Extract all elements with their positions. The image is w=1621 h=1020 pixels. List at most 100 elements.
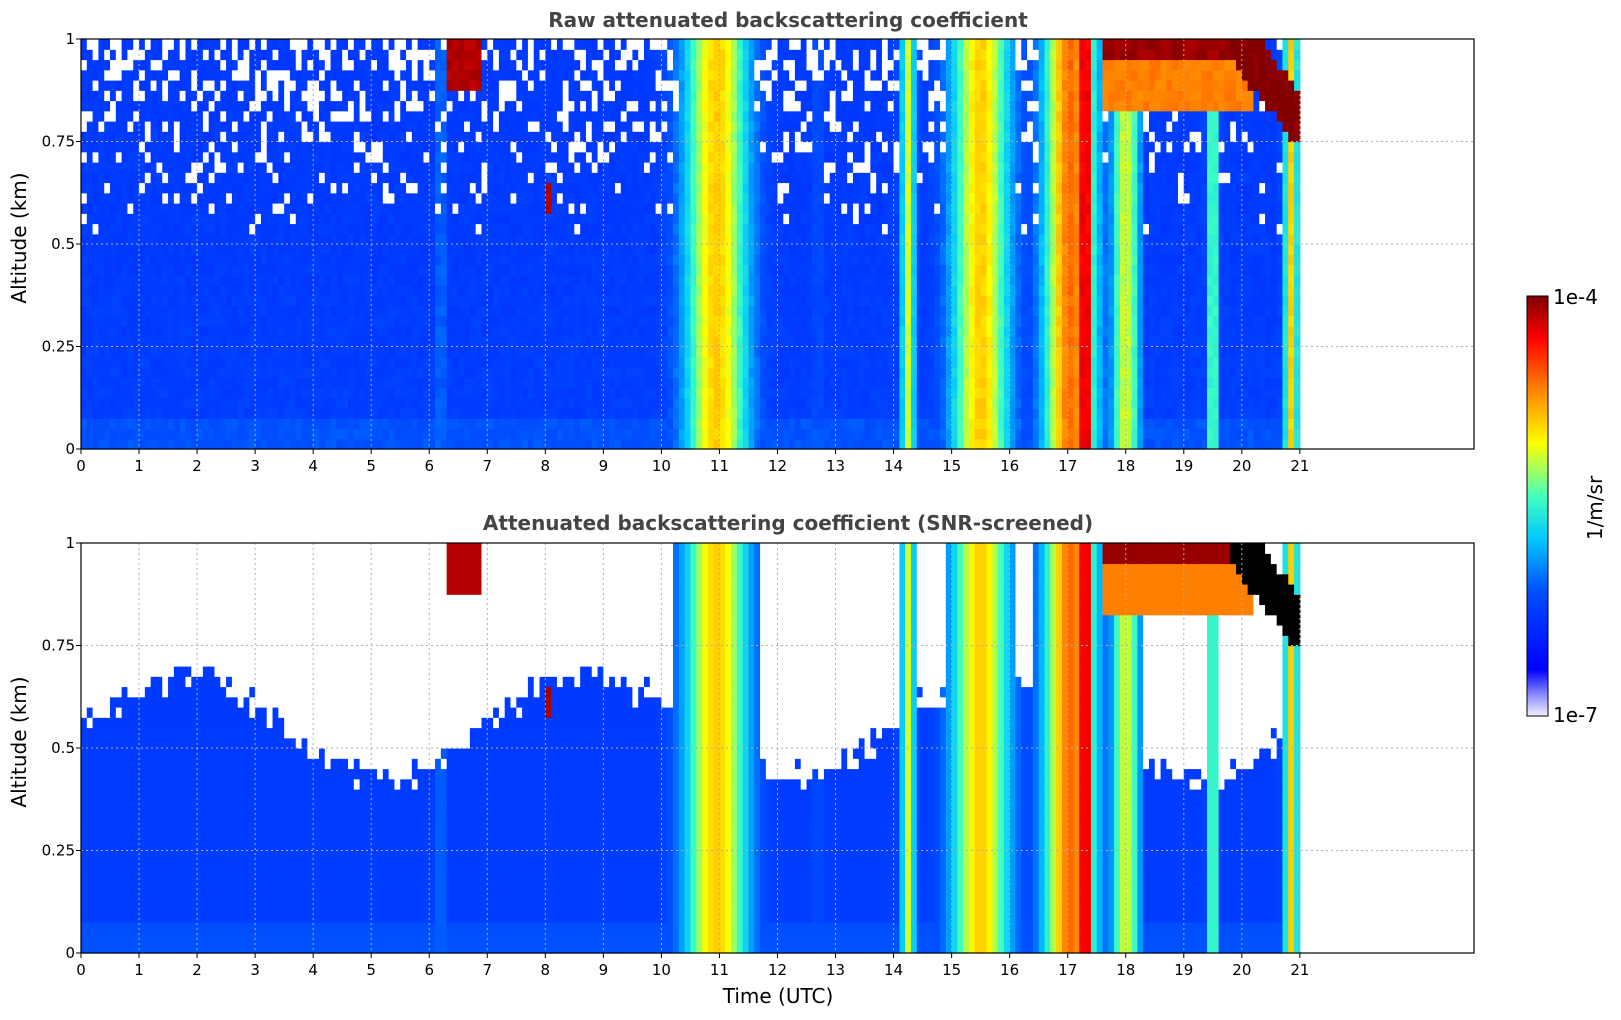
heatmap-cell <box>266 223 274 235</box>
heatmap-cell <box>527 346 535 358</box>
heatmap-cell <box>498 59 506 71</box>
heatmap-cell <box>504 131 512 143</box>
heatmap-cell <box>690 59 697 71</box>
heatmap-cell <box>440 223 448 235</box>
heatmap-cell <box>678 397 686 409</box>
heatmap-cell <box>191 213 198 225</box>
heatmap-cell <box>498 254 506 266</box>
heatmap-cell <box>324 80 332 91</box>
heatmap-cell <box>620 49 628 61</box>
heatmap-cell <box>347 428 355 440</box>
heatmap-cell <box>661 80 668 91</box>
heatmap-cell <box>330 59 337 71</box>
heatmap-cell <box>179 387 187 399</box>
heatmap-cell <box>667 274 674 286</box>
heatmap-cell <box>644 315 651 327</box>
heatmap-cell <box>527 203 535 214</box>
heatmap-cell <box>719 418 726 430</box>
heatmap-cell <box>394 59 401 71</box>
heatmap-cell <box>754 285 761 296</box>
heatmap-cell <box>777 356 784 368</box>
heatmap-cell <box>284 121 291 132</box>
heatmap-cell <box>237 100 245 112</box>
heatmap-cell <box>272 121 279 132</box>
heatmap-cell <box>638 39 645 50</box>
heatmap-cell <box>609 69 616 81</box>
heatmap-cell <box>498 285 506 296</box>
heatmap-cell <box>139 315 146 327</box>
heatmap-cell <box>644 377 651 389</box>
heatmap-cell <box>458 69 465 81</box>
heatmap-cell <box>278 264 285 276</box>
heatmap-cell <box>632 90 639 102</box>
heatmap-cell <box>278 192 285 204</box>
heatmap-cell <box>481 69 488 81</box>
heatmap-cell <box>365 141 372 153</box>
heatmap-cell <box>295 69 303 81</box>
heatmap-cell <box>365 213 372 225</box>
heatmap-cell <box>249 367 256 378</box>
heatmap-cell <box>632 49 639 61</box>
heatmap-cell <box>394 438 401 450</box>
heatmap-cell <box>678 428 686 440</box>
heatmap-cell <box>580 356 587 368</box>
heatmap-cell <box>406 100 413 112</box>
heatmap-cell <box>777 428 784 440</box>
heatmap-cell <box>307 397 314 409</box>
heatmap-cell <box>179 69 187 81</box>
heatmap-cell <box>771 223 779 235</box>
heatmap-cell <box>446 274 454 286</box>
heatmap-cell <box>347 274 355 286</box>
heatmap-cell <box>719 69 726 81</box>
heatmap-cell <box>603 377 610 389</box>
heatmap-cell <box>667 285 674 296</box>
heatmap-cell <box>458 213 465 225</box>
heatmap-cell <box>139 326 146 337</box>
heatmap-cell <box>220 172 227 184</box>
heatmap-cell <box>400 151 407 163</box>
heatmap-cell <box>313 346 320 358</box>
heatmap-cell <box>585 141 593 153</box>
heatmap-cell <box>260 203 268 214</box>
heatmap-cell <box>295 387 303 399</box>
heatmap-cell <box>423 305 430 317</box>
heatmap-cell <box>684 203 692 214</box>
heatmap-cell <box>423 151 430 163</box>
heatmap-cell <box>585 172 593 184</box>
heatmap-cell <box>347 90 355 102</box>
heatmap-cell <box>400 315 407 327</box>
heatmap-cell <box>510 100 517 112</box>
heatmap-cell <box>92 151 100 163</box>
heatmap-cell <box>272 90 279 102</box>
heatmap-cell <box>452 223 459 235</box>
heatmap-cell <box>731 397 738 409</box>
heatmap-cell <box>690 346 697 358</box>
heatmap-cell <box>516 264 523 276</box>
heatmap-cell <box>777 418 784 430</box>
heatmap-cell <box>754 336 761 348</box>
heatmap-cell <box>411 141 419 153</box>
heatmap-cell <box>197 285 204 296</box>
heatmap-cell <box>638 141 645 153</box>
heatmap-cell <box>220 264 227 276</box>
heatmap-cell <box>673 110 680 122</box>
heatmap-cell <box>336 80 343 91</box>
heatmap-cell <box>435 141 442 153</box>
heatmap-cell <box>754 80 761 91</box>
heatmap-cell <box>574 162 581 173</box>
heatmap-cell <box>156 244 163 255</box>
heatmap-cell <box>220 141 227 153</box>
heatmap-cell <box>423 192 430 204</box>
heatmap-cell <box>272 408 279 419</box>
heatmap-cell <box>516 418 523 430</box>
heatmap-cell <box>168 80 175 91</box>
heatmap-cell <box>440 90 448 102</box>
heatmap-cell <box>191 367 198 378</box>
heatmap-cell <box>527 387 535 399</box>
heatmap-cell <box>493 274 500 286</box>
heatmap-cell <box>632 315 639 327</box>
heatmap-cell <box>220 223 227 235</box>
heatmap-cell <box>133 110 140 122</box>
heatmap-cell <box>318 151 326 163</box>
heatmap-cell <box>702 428 709 440</box>
